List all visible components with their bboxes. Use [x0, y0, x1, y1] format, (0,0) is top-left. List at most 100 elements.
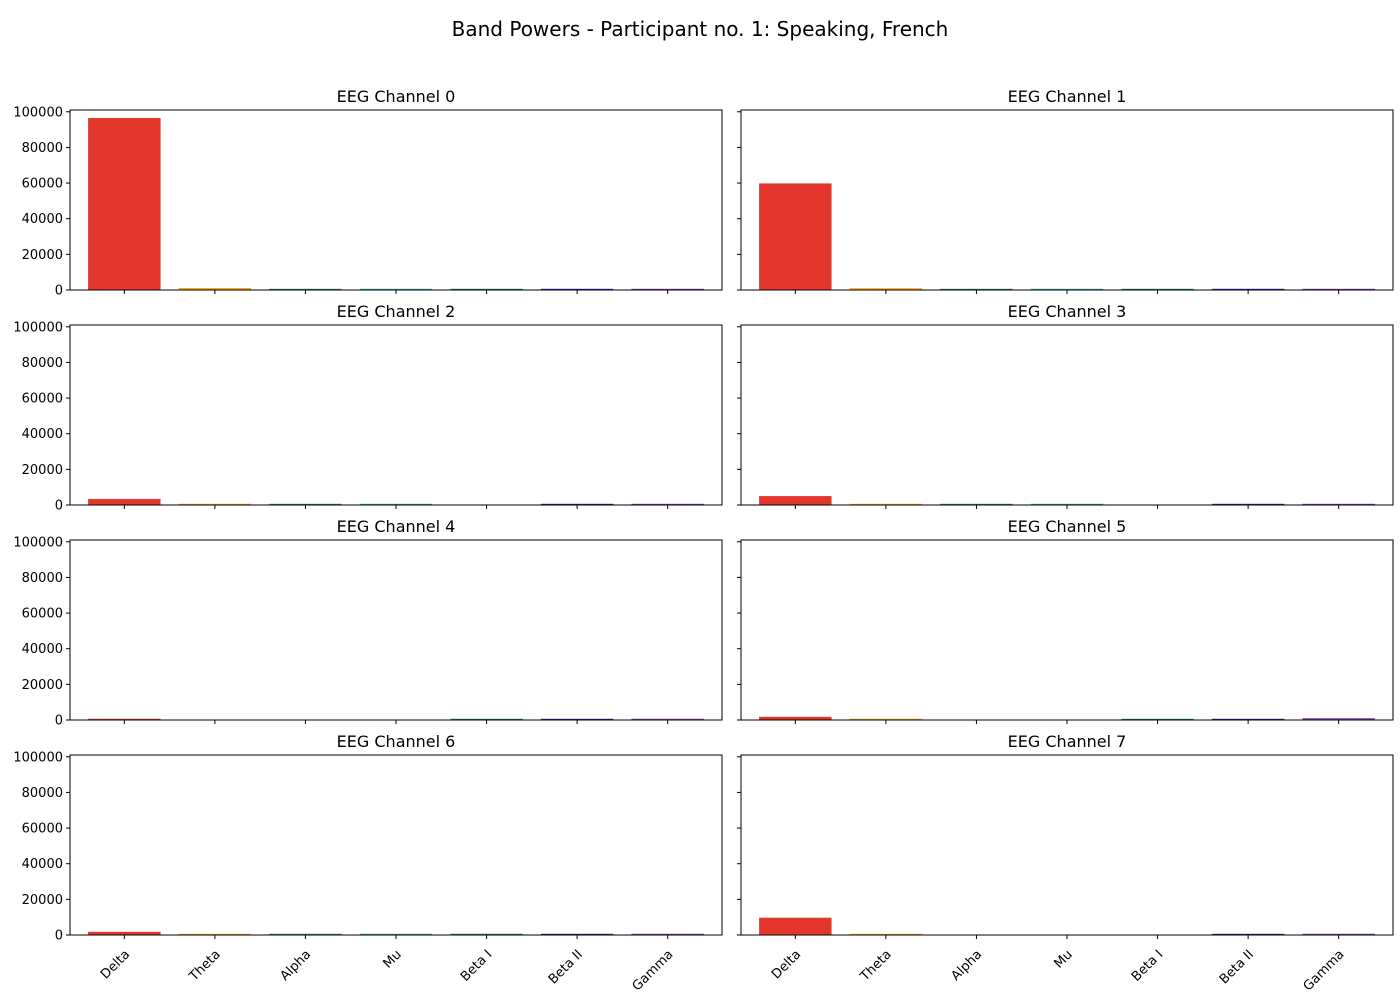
bar-mu [359, 288, 433, 290]
y-tick-label: 40000 [22, 642, 63, 657]
axes-frame [69, 539, 723, 721]
bar-beta-i [450, 933, 523, 935]
y-tick-label: 20000 [22, 678, 63, 693]
y-tick-label: 0 [55, 499, 63, 514]
bar-beta-ii [1211, 288, 1285, 290]
bar-beta-i [450, 288, 523, 290]
bar-mu [359, 933, 433, 935]
x-tick-label: Gamma [630, 947, 677, 994]
y-tick-label: 40000 [22, 212, 63, 227]
y-tick-label: 80000 [22, 356, 63, 371]
axes-frame [740, 109, 1394, 291]
bar-mu [359, 503, 433, 505]
y-tick-label: 20000 [22, 893, 63, 908]
x-tick-label: Delta [98, 947, 133, 982]
bar-gamma [1302, 933, 1375, 935]
bar-mu [1030, 503, 1104, 505]
bar-alpha [269, 288, 342, 290]
bar-beta-i [1121, 718, 1194, 720]
x-tick-label: Alpha [949, 947, 986, 984]
bar-theta [178, 503, 252, 505]
y-tick-label: 0 [55, 714, 63, 729]
bar-beta-ii [1211, 933, 1285, 935]
bar-gamma [631, 503, 704, 505]
bar-alpha [269, 933, 342, 935]
figure-title: Band Powers - Participant no. 1: Speakin… [452, 17, 949, 41]
subplot-title: EEG Channel 4 [337, 517, 456, 536]
subplot-title: EEG Channel 7 [1008, 732, 1127, 751]
bar-gamma [1302, 288, 1375, 290]
x-tick-label: Alpha [278, 947, 315, 984]
bar-theta [849, 718, 923, 720]
subplot-eeg-channel-7: EEG Channel 7 Delta Theta Alpha Mu Beta I Beta… [737, 732, 1394, 994]
bar-delta [88, 718, 161, 720]
bar-delta [88, 498, 161, 505]
y-tick-label: 100000 [13, 105, 63, 120]
bar-beta-i [1121, 288, 1194, 290]
subplot-title: EEG Channel 3 [1008, 302, 1127, 321]
bar-beta-ii [1211, 503, 1285, 505]
y-tick-label: 100000 [13, 535, 63, 550]
bar-theta [178, 933, 252, 935]
bar-beta-i [450, 718, 523, 720]
y-tick-label: 20000 [22, 463, 63, 478]
y-tick-label: 60000 [22, 392, 63, 407]
y-tick-label: 0 [55, 929, 63, 944]
bar-delta [759, 917, 832, 935]
bar-beta-ii [1211, 718, 1285, 720]
bar-theta [849, 288, 923, 290]
x-tick-label: Theta [857, 947, 895, 985]
bar-alpha [269, 503, 342, 505]
y-tick-label: 0 [55, 284, 63, 299]
y-tick-label: 80000 [22, 786, 63, 801]
subplot-title: EEG Channel 2 [337, 302, 456, 321]
axes-frame [69, 109, 723, 291]
subplot-title: EEG Channel 1 [1008, 87, 1127, 106]
subplot-grid: EEG Channel 0 0 20000 40000 60000 80000 100000… [13, 87, 1394, 994]
bar-gamma [631, 288, 704, 290]
axes-frame [69, 324, 723, 506]
x-tick-label: Beta II [546, 947, 586, 987]
bar-delta [759, 496, 832, 505]
y-tick-label: 40000 [22, 857, 63, 872]
subplot-title: EEG Channel 0 [337, 87, 456, 106]
x-tick-label: Mu [1051, 947, 1075, 971]
x-tick-label: Gamma [1301, 947, 1348, 994]
y-tick-label: 100000 [13, 750, 63, 765]
bar-gamma [631, 933, 704, 935]
bar-delta [759, 183, 832, 290]
bar-delta [88, 118, 161, 290]
x-tick-label: Beta I [1129, 947, 1166, 984]
subplot-eeg-channel-0: EEG Channel 0 0 20000 40000 60000 80000 100000 [13, 87, 723, 299]
y-tick-label: 100000 [13, 320, 63, 335]
axes-frame [740, 539, 1394, 721]
subplot-title: EEG Channel 5 [1008, 517, 1127, 536]
y-tick-label: 40000 [22, 427, 63, 442]
subplot-title: EEG Channel 6 [337, 732, 456, 751]
bar-alpha [940, 288, 1013, 290]
y-tick-label: 60000 [22, 177, 63, 192]
subplot-eeg-channel-2: EEG Channel 2 0 20000 40000 60000 80000 100000 [13, 302, 723, 514]
x-tick-label: Beta I [458, 947, 495, 984]
bar-beta-ii [540, 288, 614, 290]
bar-theta [849, 503, 923, 505]
y-tick-label: 60000 [22, 607, 63, 622]
y-tick-label: 80000 [22, 141, 63, 156]
subplot-eeg-channel-5: EEG Channel 5 [737, 517, 1394, 724]
y-tick-label: 60000 [22, 822, 63, 837]
x-tick-label: Theta [186, 947, 224, 985]
subplot-eeg-channel-1: EEG Channel 1 [737, 87, 1394, 294]
axes-frame [69, 754, 723, 936]
bar-gamma [1302, 718, 1375, 720]
bar-delta [88, 931, 161, 935]
x-tick-label: Delta [769, 947, 804, 982]
subplot-eeg-channel-3: EEG Channel 3 [737, 302, 1394, 509]
subplot-eeg-channel-6: EEG Channel 6 Delta Theta Alpha Mu Beta I Beta… [13, 732, 723, 994]
bar-gamma [1302, 503, 1375, 505]
bar-theta [849, 933, 923, 935]
bar-gamma [631, 718, 704, 720]
bar-beta-ii [540, 503, 614, 505]
bar-beta-ii [540, 933, 614, 935]
axes-frame [740, 754, 1394, 936]
